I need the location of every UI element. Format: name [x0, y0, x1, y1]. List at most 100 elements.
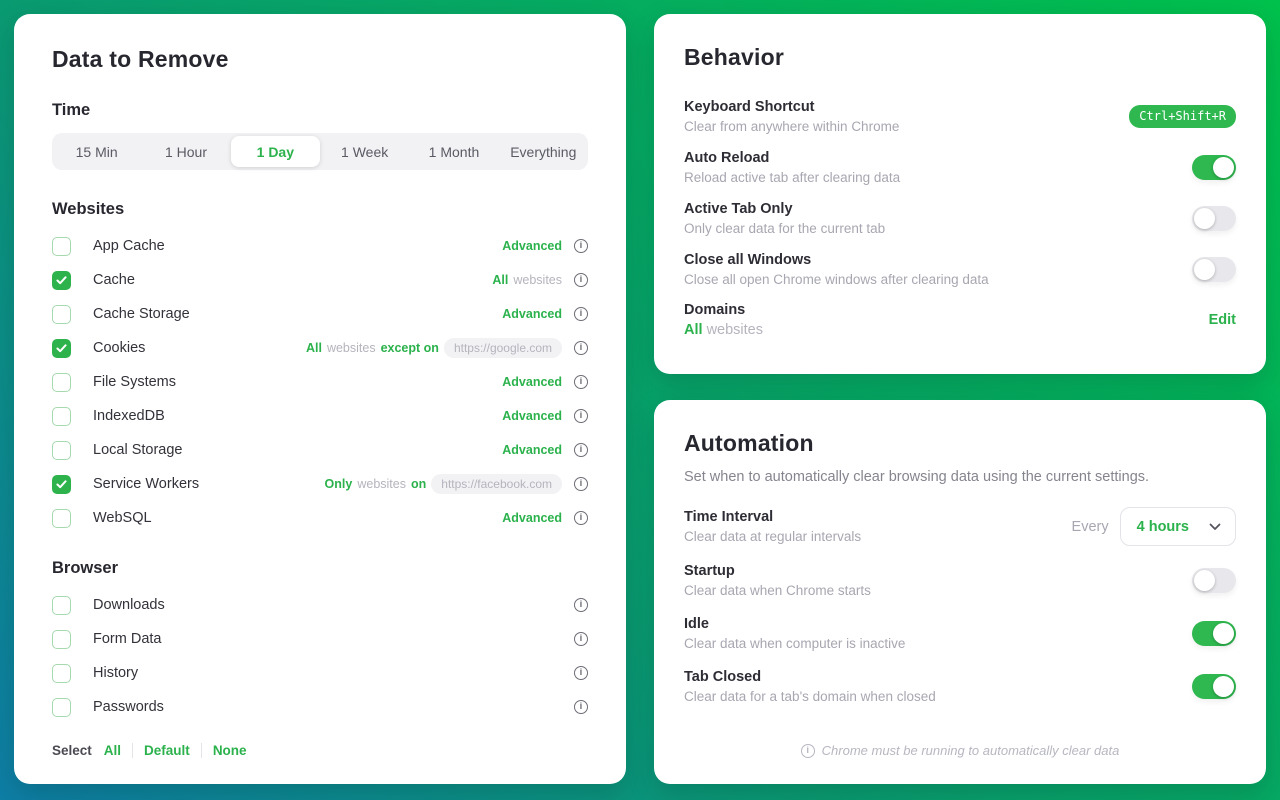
select-all-link[interactable]: All [103, 743, 122, 758]
checkbox[interactable] [52, 595, 71, 615]
active-tab-only-toggle[interactable] [1192, 205, 1236, 231]
checkbox[interactable] [52, 236, 71, 256]
checkbox[interactable] [52, 338, 71, 358]
data-type-row-indexeddb: IndexedDB Advanced i [52, 399, 588, 433]
startup-toggle[interactable] [1192, 567, 1236, 593]
status-text: All [305, 341, 322, 355]
info-icon: i [800, 743, 815, 758]
status-text: Advanced [502, 443, 562, 457]
info-icon[interactable]: i [574, 477, 588, 491]
time-option-1-hour[interactable]: 1 Hour [164, 143, 207, 160]
checkmark-icon [56, 479, 67, 488]
checkbox[interactable] [52, 440, 71, 460]
setting-label: Keyboard Shortcut [684, 98, 815, 115]
setting-text: Auto Reload Reload active tab after clea… [684, 150, 900, 185]
data-type-label: App Cache [93, 238, 165, 254]
data-type-label: Cache [93, 272, 135, 288]
tab-closed-toggle[interactable] [1192, 673, 1236, 699]
info-icon[interactable]: i [574, 632, 588, 646]
setting-row-close-all-windows: Close all Windows Close all open Chrome … [684, 250, 1236, 288]
data-type-row-app-cache: App Cache Advanced i [52, 229, 588, 263]
time-section-heading: Time [52, 101, 91, 119]
keyboard-shortcut-badge: Ctrl+Shift+R [1129, 104, 1236, 128]
data-type-label: IndexedDB [93, 408, 165, 424]
behavior-card: Behavior Keyboard Shortcut Clear from an… [654, 14, 1266, 374]
setting-row-domains: Domains All websites Edit [684, 301, 1236, 339]
data-type-row-cookies: Cookies All websites except on https://goog… [52, 331, 588, 365]
info-icon[interactable]: i [574, 239, 588, 253]
setting-description: Clear data at regular intervals [684, 529, 862, 544]
setting-text: Tab Closed Clear data for a tab's domain… [684, 669, 936, 704]
setting-label: Idle [684, 615, 709, 632]
info-icon[interactable]: i [574, 409, 588, 423]
info-icon[interactable]: i [574, 443, 588, 457]
select-default-link[interactable]: Default [132, 743, 201, 758]
checkbox[interactable] [52, 372, 71, 392]
auto-reload-toggle[interactable] [1192, 154, 1236, 180]
select-actions: All Default None [104, 743, 258, 758]
setting-row-auto-reload: Auto Reload Reload active tab after clea… [684, 148, 1236, 186]
info-icon[interactable]: i [574, 700, 588, 714]
time-option-1-day[interactable]: 1 Day [230, 136, 320, 167]
status-text: websites [357, 477, 406, 491]
info-icon[interactable]: i [574, 341, 588, 355]
close-all-windows-toggle[interactable] [1192, 256, 1236, 282]
data-type-label: Form Data [93, 631, 162, 647]
websites-section-heading: Websites [52, 200, 125, 218]
toggle-knob [1194, 569, 1215, 591]
interval-prefix: Every [1071, 518, 1109, 535]
interval-select[interactable]: 4 hours [1119, 507, 1236, 546]
checkbox[interactable] [52, 304, 71, 324]
domains-scope: All [684, 322, 703, 338]
checkbox[interactable] [52, 406, 71, 426]
data-type-label: Cookies [93, 340, 146, 356]
data-type-label: Passwords [93, 699, 164, 715]
data-type-row-downloads: Downloads i [52, 588, 588, 622]
select-none-link[interactable]: None [200, 743, 258, 758]
data-type-label: Service Workers [93, 476, 200, 492]
time-option-15-min[interactable]: 15 Min [75, 143, 118, 160]
checkbox[interactable] [52, 629, 71, 649]
setting-description: Clear from anywhere within Chrome [684, 118, 900, 134]
row-status: Advanced [502, 511, 562, 525]
data-type-label: Local Storage [93, 442, 183, 458]
info-icon[interactable]: i [574, 307, 588, 321]
data-to-remove-card: Data to Remove Time 15 Min 1 Hour 1 Day 1 W… [14, 14, 626, 784]
status-text: on [410, 477, 427, 491]
checkbox[interactable] [52, 508, 71, 528]
checkbox[interactable] [52, 270, 71, 290]
automation-card: Automation Set when to automatically cle… [654, 400, 1266, 784]
idle-toggle[interactable] [1192, 620, 1236, 646]
status-text: except on [380, 341, 439, 355]
data-type-label: Downloads [93, 597, 165, 613]
setting-label: Active Tab Only [684, 200, 793, 217]
setting-row-startup: Startup Clear data when Chrome starts [684, 561, 1236, 599]
setting-text: Startup Clear data when Chrome starts [684, 563, 871, 598]
toggle-knob [1213, 156, 1234, 178]
checkbox[interactable] [52, 663, 71, 683]
data-type-row-history: History i [52, 656, 588, 690]
info-icon[interactable]: i [574, 666, 588, 680]
edit-domains-link[interactable]: Edit [1208, 312, 1236, 328]
select-shortcuts-row: Select All Default None [52, 743, 588, 758]
browser-list: Downloads i Form Data i History i Passwo… [52, 588, 588, 724]
time-option-1-month[interactable]: 1 Month [428, 143, 480, 160]
info-icon[interactable]: i [574, 598, 588, 612]
time-option-1-week[interactable]: 1 Week [341, 143, 389, 160]
footnote-text: Chrome must be running to automatically … [821, 743, 1120, 758]
checkbox[interactable] [52, 474, 71, 494]
data-type-row-websql: WebSQL Advanced i [52, 501, 588, 535]
setting-text: Keyboard Shortcut Clear from anywhere wi… [684, 99, 899, 134]
behavior-title: Behavior [684, 44, 785, 70]
info-icon[interactable]: i [574, 375, 588, 389]
setting-description: Clear data when Chrome starts [684, 582, 871, 598]
setting-description: Only clear data for the current tab [684, 220, 886, 236]
time-option-everything[interactable]: Everything [510, 143, 577, 160]
data-type-label: Cache Storage [93, 306, 190, 322]
info-icon[interactable]: i [574, 511, 588, 525]
checkbox[interactable] [52, 697, 71, 717]
setting-row-tab-closed: Tab Closed Clear data for a tab's domain… [684, 667, 1236, 705]
info-icon[interactable]: i [574, 273, 588, 287]
setting-text: Domains All websites [684, 302, 763, 338]
data-type-row-service-workers: Service Workers Only websites on https://fa… [52, 467, 588, 501]
